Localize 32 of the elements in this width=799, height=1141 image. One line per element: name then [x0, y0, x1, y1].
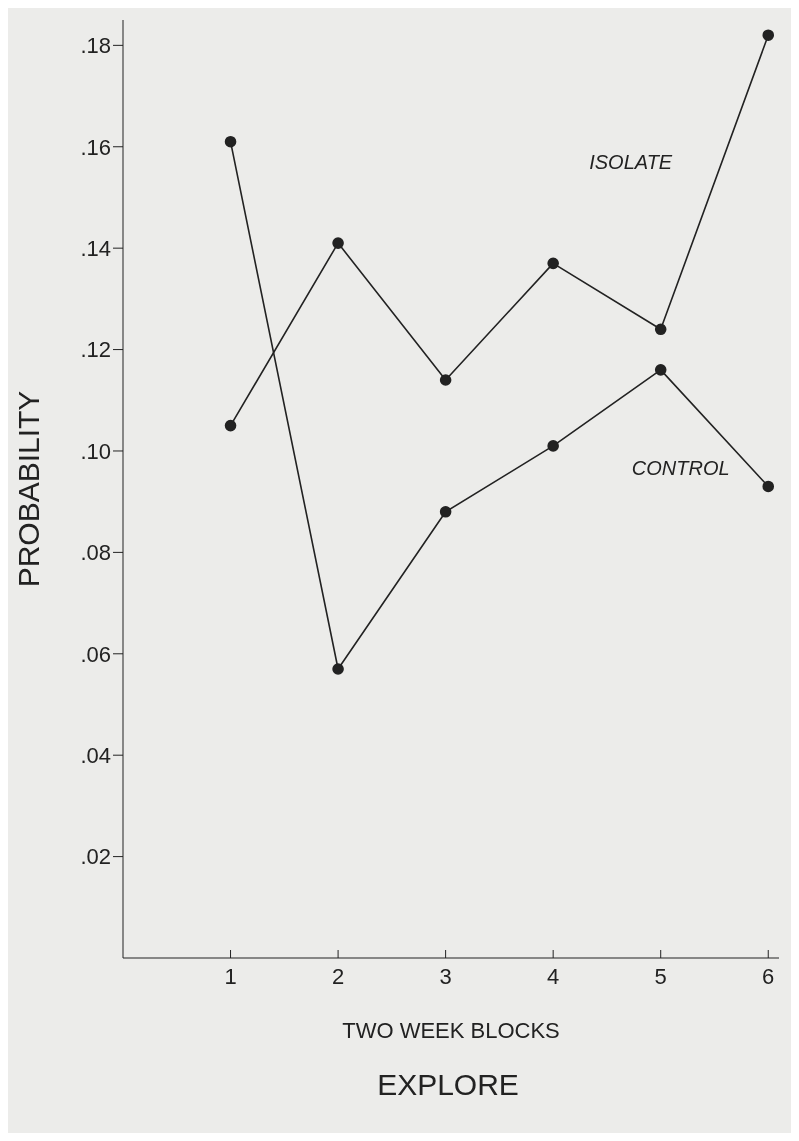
point [547, 440, 559, 452]
point [332, 237, 344, 249]
point [654, 364, 667, 376]
x-tick-label: 1 [224, 963, 237, 989]
y-axis-title: PROBABILITY [11, 390, 45, 588]
y-tick-label: .14 [80, 235, 111, 261]
series-label: CONTROL [631, 456, 730, 479]
y-tick-label: .02 [80, 844, 111, 870]
point [547, 257, 559, 270]
y-tick-label: .10 [80, 438, 111, 464]
y-tick-label: .12 [80, 337, 111, 363]
y-tick-label: .08 [80, 540, 111, 566]
point [224, 419, 237, 432]
text: ISOLATE [589, 151, 673, 174]
point [224, 135, 237, 148]
point [762, 29, 775, 42]
point [654, 323, 667, 336]
x-tick-label: 4 [547, 963, 560, 989]
point [439, 506, 452, 518]
y-tick-label: .16 [80, 134, 111, 160]
y-tick-label: .04 [80, 743, 111, 768]
x-tick-label: 5 [654, 963, 667, 989]
y-tick-label: .06 [80, 641, 111, 667]
point [332, 663, 344, 675]
text: EXPLORE [376, 1068, 520, 1102]
x-tick-label: 2 [331, 963, 345, 989]
x-axis-title: TWO WEEK BLOCKS [342, 1018, 560, 1043]
y-tick-label: .18 [80, 33, 111, 59]
x-tick-label: 6 [762, 963, 775, 989]
point [762, 480, 775, 493]
x-tick-label: 3 [439, 963, 452, 989]
point [439, 374, 452, 386]
